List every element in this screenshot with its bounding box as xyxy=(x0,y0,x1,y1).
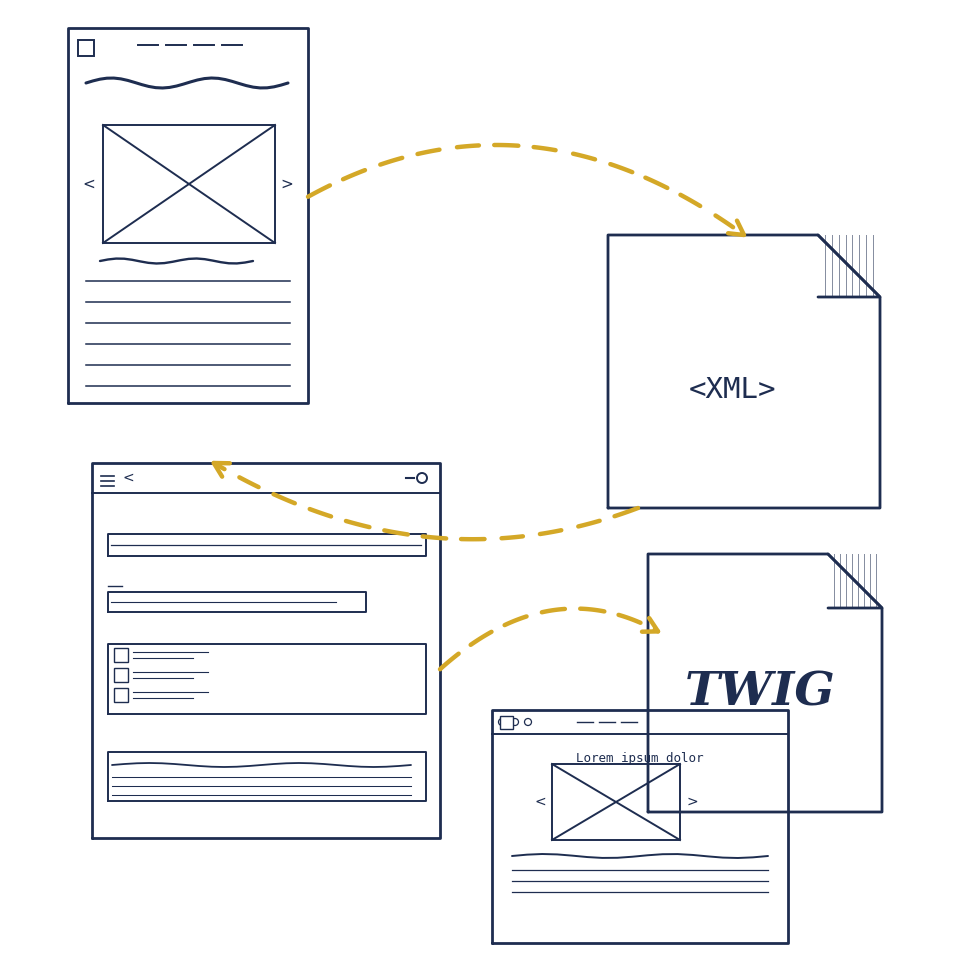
Circle shape xyxy=(498,719,506,725)
Bar xyxy=(114,648,128,662)
Text: <: < xyxy=(83,177,95,191)
Text: <XML>: <XML> xyxy=(688,376,776,404)
Circle shape xyxy=(524,719,532,725)
Circle shape xyxy=(417,473,427,483)
Text: Lorem ipsum dolor: Lorem ipsum dolor xyxy=(576,752,704,765)
Bar xyxy=(114,668,128,682)
Bar xyxy=(500,716,513,729)
Text: <: < xyxy=(534,795,546,809)
Circle shape xyxy=(512,719,518,725)
Bar xyxy=(78,40,94,56)
Bar xyxy=(114,688,128,702)
Text: <: < xyxy=(122,471,133,485)
Text: >: > xyxy=(280,177,294,191)
Text: >: > xyxy=(686,795,698,809)
Text: TWIG: TWIG xyxy=(684,670,835,716)
